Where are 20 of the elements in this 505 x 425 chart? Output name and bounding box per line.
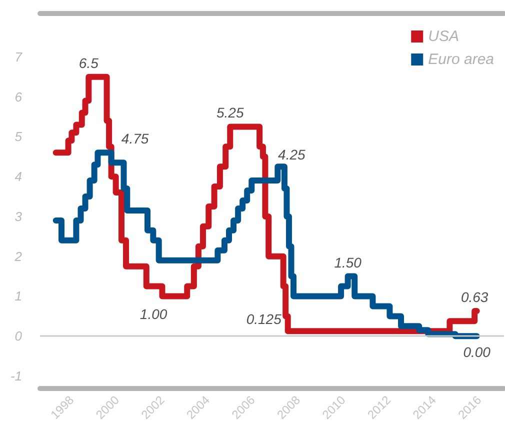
annotation: 0.00: [463, 344, 491, 360]
annotation: 0.63: [460, 289, 488, 306]
legend-label: USA: [428, 28, 459, 45]
annotation: 0.125: [246, 311, 282, 328]
annotation: 6.5: [78, 54, 99, 71]
y-tick-label: 4: [14, 169, 22, 184]
y-tick-label: 6: [14, 89, 23, 104]
annotation: 1.00: [140, 306, 168, 322]
annotation: 1.50: [334, 254, 362, 270]
y-tick-label: -1: [10, 368, 22, 384]
annotation: 4.25: [278, 146, 306, 163]
y-tick-label: 1: [14, 288, 22, 304]
legend-label: Euro area: [428, 51, 494, 68]
y-tick-label: 0: [14, 328, 23, 344]
y-tick-label: 7: [14, 49, 23, 64]
annotation: 4.75: [121, 130, 149, 147]
y-tick-label: 3: [14, 208, 23, 224]
y-tick-label: 2: [14, 248, 23, 264]
y-tick-label: 5: [14, 129, 23, 144]
annotation: 5.25: [216, 104, 244, 121]
